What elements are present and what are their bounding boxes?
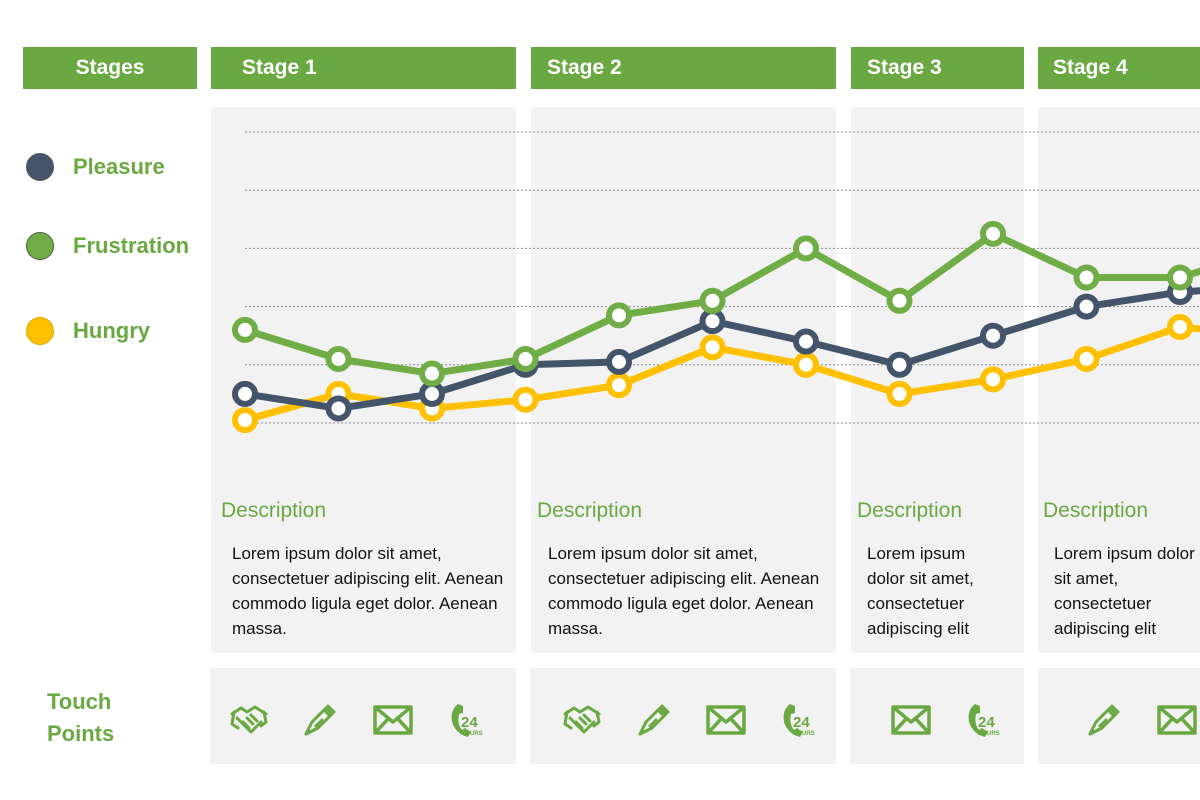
data-point-pleasure xyxy=(980,322,1006,349)
envelope-icon xyxy=(891,705,931,735)
stage-2-description-text: Lorem ipsum dolor sit amet, consectetuer… xyxy=(548,544,820,638)
icon-24-text: 24 xyxy=(978,714,995,731)
stage-3-touch-points xyxy=(850,668,1024,764)
stage-4-touch-points xyxy=(1038,668,1200,764)
series-line-hungry xyxy=(244,323,1200,424)
data-point-frustration xyxy=(606,302,632,329)
pen-icon xyxy=(638,704,670,736)
touch-points-label-line1: Touch xyxy=(47,689,112,714)
phone-24-hours-icon: 24 HOURS xyxy=(451,704,483,737)
data-point-hungry xyxy=(1073,345,1100,372)
legend-label-hungry: Hungry xyxy=(73,318,150,343)
data-point-hungry xyxy=(886,380,913,407)
data-point-hungry xyxy=(1167,313,1193,340)
handshake-icon xyxy=(563,705,601,734)
stage-3-header: Stage 3 xyxy=(851,47,1024,89)
stage-3-description-title: Description xyxy=(857,499,963,522)
data-point-hungry xyxy=(232,407,258,434)
data-point-hungry xyxy=(699,334,726,361)
stage-2-header: Stage 2 xyxy=(531,47,836,89)
stage-3-description-text: Lorem ipsum dolor sit amet, consectetuer… xyxy=(867,544,974,638)
data-point-pleasure xyxy=(325,395,352,422)
stage-2-panel xyxy=(531,107,836,653)
data-point-frustration xyxy=(1167,264,1193,291)
data-point-frustration xyxy=(699,287,726,314)
data-point-frustration xyxy=(232,316,258,343)
stage-1-description-title: Description xyxy=(221,499,327,522)
data-point-pleasure xyxy=(606,348,632,375)
data-point-pleasure xyxy=(232,380,258,407)
envelope-icon xyxy=(706,705,746,735)
icon-hours-text: HOURS xyxy=(793,731,815,737)
icon-24-text: 24 xyxy=(461,714,478,731)
stage-4-panel xyxy=(1038,107,1200,653)
series-line-pleasure xyxy=(244,287,1200,412)
data-point-pleasure xyxy=(793,328,819,355)
data-point-pleasure xyxy=(699,308,726,335)
stage-1-description-text: Lorem ipsum dolor sit amet, consectetuer… xyxy=(232,544,504,638)
data-point-frustration xyxy=(1073,264,1100,291)
data-point-hungry xyxy=(980,366,1006,393)
envelope-icon xyxy=(373,705,413,735)
legend-label-frustration: Frustration xyxy=(73,233,190,258)
data-point-frustration xyxy=(419,360,445,387)
icon-hours-text: HOURS xyxy=(978,731,1000,737)
envelope-icon xyxy=(1157,705,1197,735)
data-point-pleasure xyxy=(886,351,913,378)
stages-header: Stages xyxy=(23,47,197,89)
data-point-pleasure xyxy=(419,380,445,407)
data-point-frustration xyxy=(886,287,913,314)
legend-label-pleasure: Pleasure xyxy=(73,154,165,179)
legend-dot-frustration xyxy=(26,232,54,260)
stage-4-description-text: Lorem ipsum dolor sit amet, consectetuer… xyxy=(1054,544,1195,638)
data-point-hungry xyxy=(512,386,539,413)
stage-1-touch-points xyxy=(210,668,516,764)
touch-points-label-line2: Points xyxy=(47,721,115,746)
handshake-icon xyxy=(230,705,268,734)
series-line-frustration xyxy=(243,230,1200,378)
stage-4-header: Stage 4 xyxy=(1038,47,1200,89)
legend-dot-pleasure xyxy=(26,153,54,181)
pen-icon xyxy=(1088,704,1120,736)
touch-points-label: Touch Points xyxy=(47,686,114,750)
series-hungry xyxy=(232,313,1200,434)
icon-hours-text: HOURS xyxy=(461,731,483,737)
series-frustration xyxy=(232,220,1200,387)
icon-24-text: 24 xyxy=(793,714,810,731)
pen-icon xyxy=(304,704,336,736)
data-point-frustration xyxy=(793,235,819,262)
data-point-frustration xyxy=(980,220,1006,247)
data-point-pleasure xyxy=(1073,293,1100,320)
phone-24-hours-icon: 24 HOURS xyxy=(783,704,815,737)
legend-dot-hungry xyxy=(26,317,54,345)
data-point-hungry xyxy=(793,351,819,378)
data-point-hungry xyxy=(606,372,632,399)
series-pleasure xyxy=(232,279,1200,422)
data-point-frustration xyxy=(325,345,352,372)
phone-24-hours-icon: 24 HOURS xyxy=(968,704,1000,737)
stage-4-description-title: Description xyxy=(1043,499,1149,522)
stage-2-description-title: Description xyxy=(537,499,643,522)
stage-1-header: Stage 1 xyxy=(211,47,516,89)
data-point-frustration xyxy=(512,345,539,372)
